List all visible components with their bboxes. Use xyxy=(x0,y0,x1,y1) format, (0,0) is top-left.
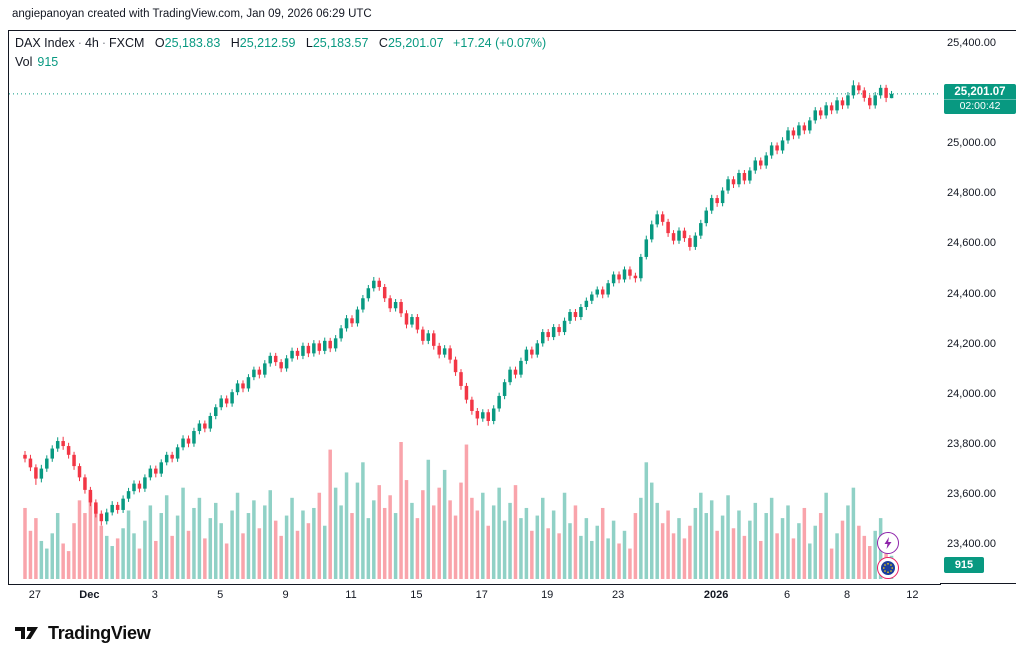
legend-separator: · xyxy=(77,36,82,50)
tradingview-logo-text: TradingView xyxy=(48,622,151,643)
low-value: 25,183.57 xyxy=(312,36,369,50)
price-axis-label: 24,200.00 xyxy=(947,337,996,350)
lightning-icon xyxy=(884,537,892,549)
chart-pane[interactable]: DAX Index · 4h · FXCM O25,183.83 H25,212.59 … xyxy=(8,30,941,585)
time-axis-label: 5 xyxy=(217,589,224,601)
pane-bottom-border-extension xyxy=(940,583,1016,584)
open-label: O xyxy=(154,36,165,50)
time-axis-label: 3 xyxy=(151,589,158,601)
bar-countdown: 02:00:42 xyxy=(944,99,1016,114)
tradingview-logo-mark xyxy=(15,627,38,639)
chart-legend: DAX Index · 4h · FXCM O25,183.83 H25,212.59 … xyxy=(15,34,546,53)
change-value: +17.24 (+0.07%) xyxy=(453,36,547,50)
volume-legend: Vol 915 xyxy=(15,53,58,72)
volume-axis-tag: 915 xyxy=(944,557,984,573)
time-axis-label: 11 xyxy=(345,589,357,601)
high-value: 25,212.59 xyxy=(239,36,296,50)
price-axis[interactable]: 25,400.00 25,000.00 24,800.00 24,600.00 24,4… xyxy=(940,30,1024,583)
pane-top-border-extension xyxy=(940,30,1016,31)
close-label: C xyxy=(378,36,388,50)
time-axis-major-label: Dec xyxy=(79,589,100,601)
tradingview-logo[interactable]: TradingView xyxy=(14,620,151,646)
price-axis-label: 24,400.00 xyxy=(947,287,996,300)
volume-value: 915 xyxy=(37,55,59,69)
time-axis-label: 15 xyxy=(410,589,423,601)
time-axis-major-label: 2026 xyxy=(703,589,729,601)
price-axis-label: 23,600.00 xyxy=(947,487,996,500)
low-label: L xyxy=(305,36,313,50)
price-axis-label: 23,400.00 xyxy=(947,538,996,550)
eu-flag-icon xyxy=(881,561,895,575)
exchange-label: FXCM xyxy=(109,36,145,50)
open-value: 25,183.83 xyxy=(164,36,221,50)
time-axis-label: 9 xyxy=(282,589,289,601)
symbol-name[interactable]: DAX Index xyxy=(15,36,75,50)
current-price-tag: 25,201.07 02:00:42 xyxy=(944,84,1016,114)
high-label: H xyxy=(230,36,240,50)
close-value: 25,201.07 xyxy=(387,36,444,50)
price-axis-label: 25,400.00 xyxy=(947,37,996,49)
attribution-text: angiepanoyan created with TradingView.co… xyxy=(12,8,372,20)
flash-alert-button[interactable] xyxy=(877,532,899,554)
price-axis-label: 25,000.00 xyxy=(947,137,996,150)
time-axis-label: 6 xyxy=(783,589,791,601)
volume-label: Vol xyxy=(15,55,33,69)
time-axis-label: 27 xyxy=(28,589,42,601)
price-axis-label: 24,000.00 xyxy=(947,387,996,400)
instrument-logo-button[interactable] xyxy=(877,557,899,579)
price-axis-label: 24,600.00 xyxy=(947,237,996,250)
legend-separator: · xyxy=(101,36,107,50)
time-axis-label: 19 xyxy=(541,589,554,601)
time-axis-label: 17 xyxy=(475,589,488,601)
interval-label[interactable]: 4h xyxy=(84,36,99,50)
time-axis-label: 23 xyxy=(611,589,625,601)
price-axis-label: 23,800.00 xyxy=(947,437,996,450)
time-axis-label: 12 xyxy=(906,589,919,601)
time-axis-label: 8 xyxy=(843,589,851,601)
candlestick-chart[interactable] xyxy=(9,31,941,584)
price-axis-label: 24,800.00 xyxy=(947,187,996,200)
current-price-value: 25,201.07 xyxy=(954,86,1006,98)
time-axis[interactable]: 27 Dec 3 5 9 11 15 17 19 23 2026 6 8 12 xyxy=(8,583,940,605)
